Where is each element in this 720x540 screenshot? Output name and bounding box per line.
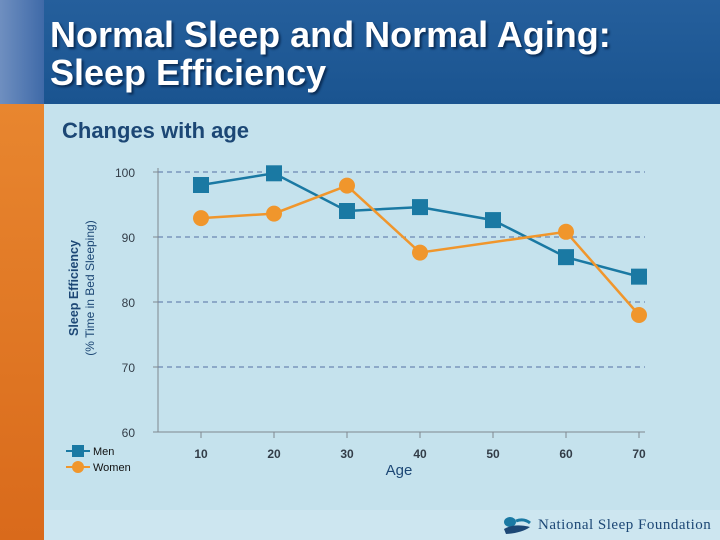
- women-point-70: [631, 307, 647, 323]
- legend-women-marker: [72, 461, 84, 473]
- men-point-40: [412, 199, 428, 216]
- women-point-30: [339, 177, 355, 194]
- women-point-20: [266, 205, 282, 222]
- men-point-20: [266, 165, 282, 182]
- men-point-10: [193, 177, 209, 193]
- legend-women-label: Women: [93, 462, 131, 474]
- y-tick-label-100: 100: [115, 166, 135, 180]
- women-point-60: [558, 223, 574, 240]
- subtitle: Changes with age: [62, 118, 250, 143]
- y-tick-label-80: 80: [122, 296, 136, 310]
- x-tick-label-50: 50: [486, 447, 500, 461]
- x-tick-label-20: 20: [267, 447, 281, 461]
- x-tick-label-40: 40: [413, 447, 427, 461]
- footer-bar: [44, 510, 720, 540]
- y-axis-label-line-1: Sleep Efficiency: [67, 240, 81, 336]
- women-point-40: [412, 244, 428, 261]
- women-point-10: [193, 210, 209, 227]
- x-axis-label: Age: [386, 462, 413, 479]
- men-point-30: [339, 203, 355, 219]
- title-line-2: Sleep Efficiency: [50, 52, 327, 93]
- men-point-50: [485, 212, 501, 229]
- y-tick-label-70: 70: [122, 361, 136, 375]
- sleeping-figure-icon: [504, 517, 531, 534]
- page-title: Normal Sleep and Normal Aging: Sleep Eff…: [50, 16, 611, 92]
- y-tick-label-90: 90: [122, 231, 136, 245]
- legend-men-marker: [72, 445, 84, 457]
- legend: Men Women: [66, 445, 131, 474]
- left-accent-band: [0, 104, 44, 540]
- header-accent-strip: [0, 0, 44, 104]
- x-tick-label-70: 70: [632, 447, 646, 461]
- x-tick-label-10: 10: [194, 447, 208, 461]
- y-axis-label-line-2: (% Time in Bed Sleeping): [83, 220, 97, 355]
- header-bar: Normal Sleep and Normal Aging: Sleep Eff…: [0, 0, 720, 104]
- title-line-1: Normal Sleep and Normal Aging:: [50, 14, 611, 55]
- men-point-70: [631, 268, 647, 285]
- footer-brand-name: National Sleep Foundation: [538, 516, 712, 533]
- y-tick-label-60: 60: [122, 426, 136, 440]
- x-tick-label-60: 60: [559, 447, 573, 461]
- legend-men-label: Men: [93, 446, 114, 458]
- x-tick-label-30: 30: [340, 447, 354, 461]
- footer-logo: National Sleep Foundation: [500, 510, 715, 540]
- men-point-60: [558, 249, 574, 266]
- women-series-line: [200, 184, 640, 316]
